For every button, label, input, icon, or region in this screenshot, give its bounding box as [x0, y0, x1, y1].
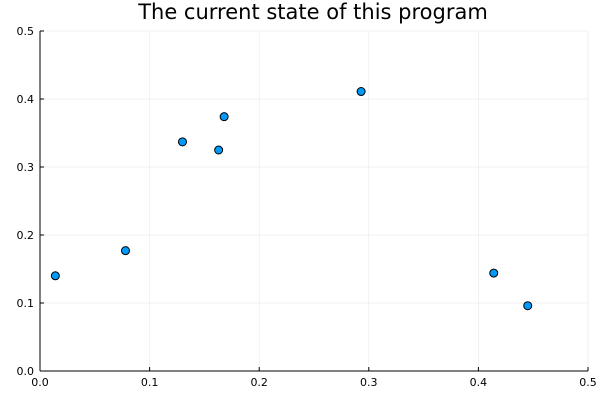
y-tick-label: 0.2 — [17, 229, 35, 242]
data-point-0-1 — [120, 246, 130, 256]
y-axis-ticks: 0.0 0.1 0.2 0.3 0.4 0.5 — [17, 25, 44, 378]
data-point-0-7 — [523, 301, 533, 311]
x-tick-label: 0.2 — [250, 376, 268, 389]
grid-lines — [39, 30, 589, 372]
data-point-0-2 — [177, 137, 187, 147]
data-point-0-5 — [356, 87, 366, 97]
y-tick-label: 0.4 — [17, 93, 35, 106]
data-point-0-6 — [489, 268, 499, 278]
x-tick-label: 0.4 — [470, 376, 488, 389]
x-tick-label: 0.3 — [360, 376, 378, 389]
x-tick-label: 0.0 — [31, 376, 49, 389]
data-points — [50, 87, 533, 311]
y-tick-label: 0.5 — [17, 25, 35, 38]
data-point-0-3 — [214, 145, 224, 155]
data-point-0-0 — [50, 271, 60, 281]
chart-title: The current state of this program — [137, 0, 488, 24]
y-tick-label: 0.3 — [17, 161, 35, 174]
x-axis-ticks: 0.0 0.1 0.2 0.3 0.4 0.5 — [31, 367, 597, 389]
x-tick-label: 0.5 — [579, 376, 597, 389]
data-point-0-4 — [219, 112, 229, 122]
y-tick-label: 0.1 — [17, 297, 35, 310]
axes — [39, 31, 588, 372]
y-tick-label: 0.0 — [17, 365, 35, 378]
x-tick-label: 0.1 — [141, 376, 159, 389]
